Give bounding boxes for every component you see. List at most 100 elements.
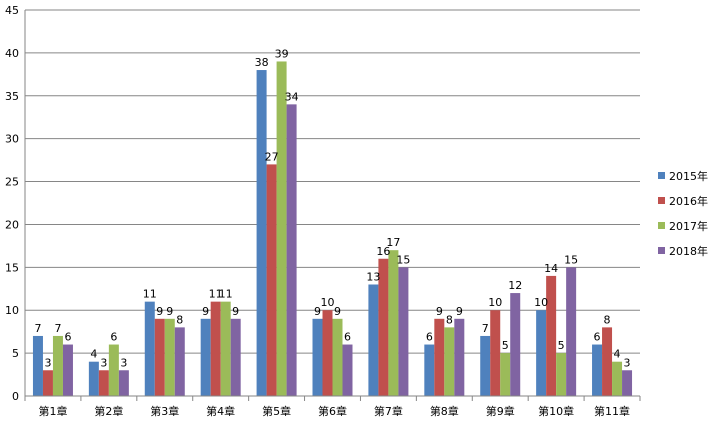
legend-item: 2017年 [658,213,718,238]
bar [602,327,613,396]
bar [454,318,465,396]
y-tick-label: 5 [12,347,19,360]
legend-swatch [658,247,665,254]
bar [388,250,399,396]
y-tick-label: 45 [5,4,19,17]
x-tick-label: 第6章 [318,404,347,418]
bar [480,335,491,396]
bar [312,318,323,396]
bar [434,318,445,396]
data-label: 15 [564,253,578,266]
data-label: 9 [232,305,239,318]
data-label: 9 [456,305,463,318]
data-label: 7 [54,322,61,335]
x-tick-label: 第10章 [538,404,574,418]
legend-swatch [658,197,665,204]
y-tick-label: 10 [5,304,19,317]
y-tick-label: 0 [12,390,19,403]
data-label: 6 [426,331,433,344]
y-tick-label: 40 [5,47,19,60]
bar [622,370,633,396]
bar [332,318,343,396]
bar [510,293,521,396]
bar [266,164,277,396]
data-label: 11 [143,288,157,301]
legend-label: 2016年 [669,194,708,208]
y-tick-label: 35 [5,90,19,103]
x-tick-label: 第2章 [94,404,123,418]
y-tick-label: 20 [5,218,19,231]
bar [398,267,409,396]
data-label: 11 [209,288,223,301]
x-tick-label: 第3章 [150,404,179,418]
legend-item: 2018年 [658,238,718,263]
bar [342,344,353,396]
legend-label: 2018年 [669,244,708,258]
legend-swatch [658,222,665,229]
bar [500,353,511,396]
bar [98,370,109,396]
data-label: 6 [64,331,71,344]
bar [378,258,389,396]
data-label: 5 [502,339,509,352]
data-label: 6 [594,331,601,344]
data-label: 3 [44,356,51,369]
bar [230,318,241,396]
data-label: 5 [558,339,565,352]
data-label: 16 [376,245,390,258]
data-label: 7 [482,322,489,335]
bar [490,310,501,396]
x-tick-label: 第9章 [486,404,515,418]
bar [546,275,557,396]
bar [52,335,63,396]
data-label: 9 [202,305,209,318]
bar [174,327,185,396]
data-label: 8 [446,313,453,326]
data-label: 3 [100,356,107,369]
bar [154,318,165,396]
bar [144,301,155,396]
gridlines [25,9,640,354]
bar [210,301,221,396]
y-tick-label: 15 [5,261,19,274]
legend-item: 2016年 [658,188,718,213]
x-axis: 第1章 第2章 第3章 第4章 第5章 第6章 第7章 第8章 第9章 第10章 第11章 [24,395,641,418]
data-label: 9 [314,305,321,318]
data-label: 9 [156,305,163,318]
data-label: 9 [166,305,173,318]
legend-label: 2015年 [669,169,708,183]
bar [276,61,287,396]
x-tick-label: 第11章 [594,404,630,418]
data-label: 17 [386,236,400,249]
data-label: 7 [34,322,41,335]
x-tick-label: 第1章 [38,404,67,418]
data-label: 9 [334,305,341,318]
data-label: 10 [534,296,548,309]
legend: 2015年 2016年 2017年 2018年 [658,163,718,263]
bar [164,318,175,396]
legend-item: 2015年 [658,163,718,188]
legend-swatch [658,172,665,179]
data-label: 6 [344,331,351,344]
data-label: 27 [265,150,279,163]
data-label: 6 [110,331,117,344]
bar [286,104,297,396]
bar [566,267,577,396]
data-label: 11 [219,288,233,301]
data-label: 8 [176,313,183,326]
x-tick-label: 第7章 [374,404,403,418]
bar [444,327,455,396]
legend-label: 2017年 [669,219,708,233]
data-label: 39 [275,47,289,60]
data-label: 15 [396,253,410,266]
data-label: 38 [255,56,269,69]
data-label: 4 [614,348,621,361]
bar [42,370,53,396]
bar [200,318,211,396]
data-label: 12 [508,279,522,292]
bar [32,335,43,396]
y-axis: 0 5 10 15 20 25 30 35 40 45 [5,4,26,403]
x-tick-label: 第5章 [262,404,291,418]
